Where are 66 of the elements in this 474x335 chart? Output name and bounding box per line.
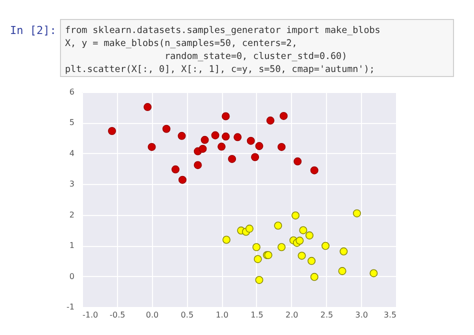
point	[218, 142, 226, 151]
point	[340, 247, 348, 256]
point	[222, 112, 230, 120]
x-tick-label: 2.0	[285, 310, 298, 320]
point	[222, 236, 230, 244]
point	[266, 116, 274, 125]
point	[278, 142, 286, 151]
x-tick-label: -0.5	[110, 310, 126, 320]
point	[251, 153, 260, 162]
point	[254, 255, 262, 264]
point	[298, 252, 306, 260]
x-tick-label: 0.5	[180, 310, 194, 320]
point	[296, 236, 304, 245]
point	[280, 112, 288, 120]
point	[171, 165, 180, 174]
point	[255, 142, 264, 150]
point	[108, 127, 116, 136]
point	[352, 209, 361, 218]
point	[310, 272, 318, 281]
y-tick-label: 2	[69, 210, 74, 220]
point	[198, 144, 207, 153]
text: from sklearn.datasets.samples_generator import make_blobs	[65, 24, 382, 37]
point	[299, 226, 308, 234]
text: random_state=0, cluster_std=0.60)	[164, 50, 348, 63]
point	[278, 243, 286, 252]
x-tick-label: 1.5	[250, 310, 264, 320]
y-tick-label: 5	[69, 118, 74, 128]
point	[222, 132, 230, 141]
point	[305, 231, 314, 240]
point	[228, 154, 236, 163]
point	[162, 124, 170, 133]
x-tick-label: 3.0	[355, 310, 368, 320]
x-tick-label: 0.0	[146, 310, 159, 320]
point	[148, 142, 156, 151]
y-tick-label: 1	[69, 241, 74, 250]
point	[292, 211, 300, 220]
point	[234, 133, 242, 142]
point	[370, 269, 378, 278]
point	[178, 176, 186, 184]
x-tick-label: -1.0	[82, 310, 98, 320]
y-tick-label: 6	[69, 88, 74, 96]
point	[211, 131, 220, 140]
point	[246, 136, 255, 145]
text: X, y = make_blobs(n_samples=50, centers=2,	[65, 37, 298, 50]
point	[308, 256, 316, 265]
point	[144, 103, 152, 112]
point	[274, 222, 282, 230]
point	[255, 276, 264, 284]
point	[310, 166, 318, 174]
y-tick-label: -1	[66, 302, 74, 312]
x-tick-label: 2.5	[320, 310, 334, 320]
y-tick-label: 4	[69, 148, 74, 158]
point	[294, 157, 302, 166]
point	[200, 136, 209, 144]
point	[194, 161, 202, 170]
point	[245, 224, 254, 233]
y-tick-label: 3	[69, 180, 74, 189]
point	[178, 132, 186, 140]
y-tick-label: 0	[69, 272, 74, 281]
point	[322, 242, 330, 250]
x-tick-label: 3.5	[384, 310, 396, 320]
text: In [2]:	[10, 24, 56, 37]
point	[338, 267, 346, 276]
text: plt.scatter(X[:, 0], X[:, 1], c=y, s=50, cmap='autumn');	[65, 63, 376, 76]
point	[252, 243, 260, 252]
x-tick-label: 1.0	[216, 310, 228, 320]
